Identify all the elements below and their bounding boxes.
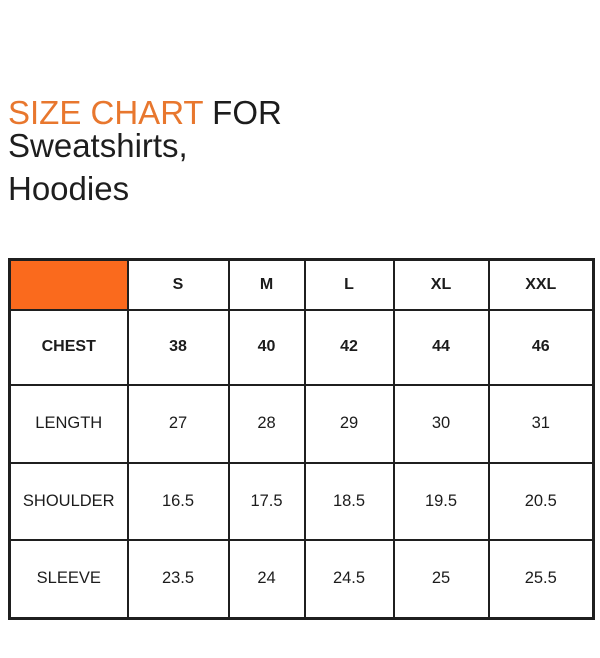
- col-header-m: M: [227, 258, 306, 311]
- size-chart-table: S M L XL XXL CHEST 38 40 42 44 46 LENGTH…: [8, 258, 595, 620]
- table-row-length: LENGTH 27 28 29 30 31: [8, 383, 595, 464]
- table-row-sleeve: SLEEVE 23.5 24 24.5 25 25.5: [8, 538, 595, 620]
- length-xl: 30: [392, 383, 490, 464]
- title-rest: FOR: [203, 94, 282, 132]
- table-header-row: S M L XL XXL: [8, 258, 595, 311]
- subtitle-line-2: Hoodies: [8, 170, 130, 207]
- chest-xxl: 46: [487, 308, 595, 386]
- subtitle-line-1: Sweatshirts,: [8, 127, 188, 164]
- chest-xl: 44: [392, 308, 490, 386]
- shoulder-s: 16.5: [126, 461, 230, 541]
- chest-s: 38: [126, 308, 230, 386]
- row-label-length: LENGTH: [8, 383, 129, 464]
- sleeve-xl: 25: [392, 538, 490, 620]
- table-row-shoulder: SHOULDER 16.5 17.5 18.5 19.5 20.5: [8, 461, 595, 541]
- table-row-chest: CHEST 38 40 42 44 46: [8, 308, 595, 386]
- row-label-sleeve: SLEEVE: [8, 538, 129, 620]
- col-header-s: S: [126, 258, 230, 311]
- length-s: 27: [126, 383, 230, 464]
- sleeve-s: 23.5: [126, 538, 230, 620]
- subtitle: Sweatshirts, Hoodies: [8, 124, 188, 210]
- shoulder-l: 18.5: [303, 461, 395, 541]
- length-xxl: 31: [487, 383, 595, 464]
- chest-m: 40: [227, 308, 306, 386]
- shoulder-xl: 19.5: [392, 461, 490, 541]
- sleeve-m: 24: [227, 538, 306, 620]
- length-m: 28: [227, 383, 306, 464]
- col-header-l: L: [303, 258, 395, 311]
- row-label-chest: CHEST: [8, 308, 129, 386]
- shoulder-xxl: 20.5: [487, 461, 595, 541]
- page-title: SIZE CHART FOR: [8, 94, 282, 132]
- sleeve-xxl: 25.5: [487, 538, 595, 620]
- sleeve-l: 24.5: [303, 538, 395, 620]
- corner-cell: [8, 258, 129, 311]
- chest-l: 42: [303, 308, 395, 386]
- col-header-xl: XL: [392, 258, 490, 311]
- row-label-shoulder: SHOULDER: [8, 461, 129, 541]
- col-header-xxl: XXL: [487, 258, 595, 311]
- length-l: 29: [303, 383, 395, 464]
- shoulder-m: 17.5: [227, 461, 306, 541]
- title-highlight: SIZE CHART: [8, 94, 203, 132]
